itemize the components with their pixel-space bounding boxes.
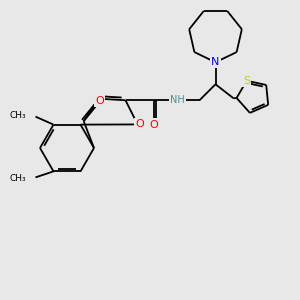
Text: O: O — [95, 96, 104, 106]
Text: S: S — [243, 76, 250, 86]
Text: CH₃: CH₃ — [10, 111, 26, 120]
Text: N: N — [211, 57, 220, 67]
Text: O: O — [149, 120, 158, 130]
Text: O: O — [135, 119, 144, 129]
Text: CH₃: CH₃ — [10, 174, 26, 183]
Text: NH: NH — [170, 95, 185, 105]
